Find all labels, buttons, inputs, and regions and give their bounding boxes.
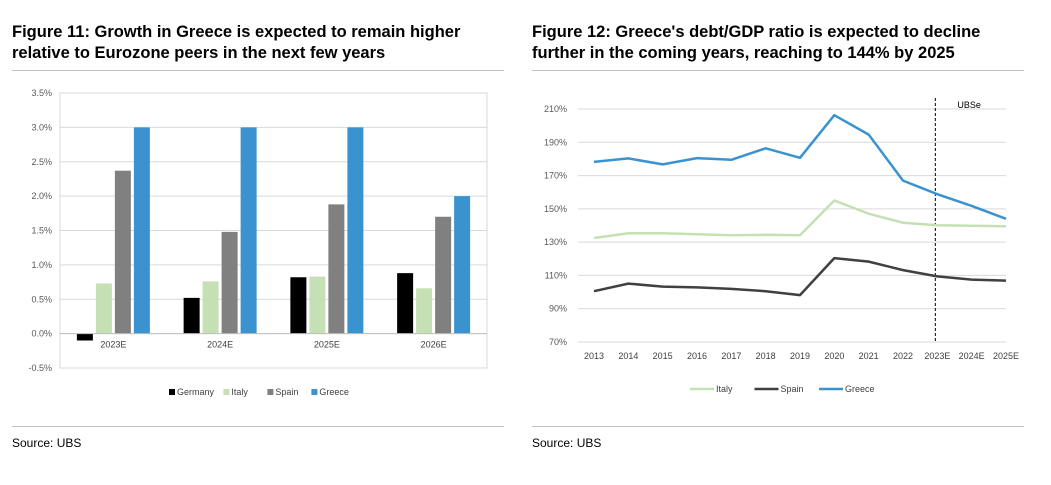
y-tick-label: 190% bbox=[544, 137, 567, 147]
y-tick-label: 3.5% bbox=[31, 88, 52, 98]
x-tick-label: 2019 bbox=[790, 351, 810, 361]
y-tick-label: 210% bbox=[544, 104, 567, 114]
legend-swatch-greece bbox=[311, 389, 318, 395]
figure-12-title-divider bbox=[532, 70, 1024, 71]
legend-label-germany: Germany bbox=[177, 387, 215, 397]
series-line-spain bbox=[593, 256, 1007, 297]
legend-swatch-germany bbox=[169, 389, 175, 395]
bar-greece-2025e bbox=[347, 127, 364, 334]
series-line-italy bbox=[593, 199, 1007, 240]
legend-label-italy: Italy bbox=[231, 387, 248, 397]
figure-12-source-divider bbox=[532, 426, 1024, 427]
bar-germany-2024e bbox=[183, 297, 200, 334]
bar-italy-2023e bbox=[95, 283, 112, 334]
x-tick-label: 2013 bbox=[584, 351, 604, 361]
figure-12-source: Source: UBS bbox=[532, 436, 602, 450]
x-tick-label: 2014 bbox=[618, 351, 638, 361]
y-tick-label: 0.5% bbox=[31, 294, 52, 304]
legend-label-spain: Spain bbox=[781, 384, 804, 394]
x-tick-label: 2017 bbox=[721, 351, 741, 361]
bar-germany-2025e bbox=[290, 277, 307, 334]
figure-11-source: Source: UBS bbox=[12, 436, 82, 450]
bar-spain-2023e bbox=[114, 170, 131, 334]
legend-swatch-italy bbox=[223, 389, 230, 395]
y-tick-label: 3.0% bbox=[31, 122, 52, 132]
x-tick-label: 2025E bbox=[314, 340, 340, 350]
bar-italy-2024e bbox=[202, 281, 219, 334]
bar-greece-2023e bbox=[133, 127, 150, 334]
y-tick-label: -0.5% bbox=[28, 363, 52, 373]
x-tick-label: 2023E bbox=[100, 340, 126, 350]
y-tick-label: 150% bbox=[544, 204, 567, 214]
y-tick-label: 2.5% bbox=[31, 157, 52, 167]
legend-label-greece: Greece bbox=[319, 387, 349, 397]
x-tick-label: 2024E bbox=[207, 340, 233, 350]
x-tick-label: 2018 bbox=[756, 351, 776, 361]
y-tick-label: 110% bbox=[545, 270, 567, 280]
bar-germany-2026e bbox=[397, 273, 414, 334]
y-tick-label: 130% bbox=[544, 237, 567, 247]
x-tick-label: 2023E bbox=[924, 351, 950, 361]
legend-swatch-spain bbox=[267, 389, 274, 395]
figure-12-line-chart: 70% 90% 110% 130% 150% 170% 190% 210% 2013 2014 20… bbox=[544, 98, 1019, 394]
x-tick-label: 2022 bbox=[893, 351, 913, 361]
x-tick-label: 2021 bbox=[859, 351, 879, 361]
bar-spain-2026e bbox=[435, 216, 452, 334]
legend-label-greece: Greece bbox=[845, 384, 875, 394]
y-tick-label: 1.0% bbox=[31, 260, 52, 270]
y-tick-label: 1.5% bbox=[31, 226, 52, 236]
bar-spain-2024e bbox=[221, 231, 238, 334]
series-line-greece bbox=[593, 113, 1007, 220]
figure-11-title: Figure 11: Growth in Greece is expected … bbox=[12, 23, 461, 62]
legend-label-italy: Italy bbox=[716, 384, 733, 394]
y-tick-label: 2.0% bbox=[31, 191, 52, 201]
bar-spain-2025e bbox=[328, 204, 345, 334]
bar-greece-2024e bbox=[240, 127, 257, 334]
bar-germany-2023e bbox=[76, 333, 93, 341]
legend-label-spain: Spain bbox=[275, 387, 298, 397]
figure-11-source-divider bbox=[12, 426, 504, 427]
y-tick-label: 170% bbox=[544, 171, 567, 181]
bar-italy-2026e bbox=[416, 288, 433, 334]
x-tick-label: 2026E bbox=[421, 340, 447, 350]
forecast-annotation: UBSe bbox=[957, 100, 981, 110]
y-tick-label: 70% bbox=[549, 337, 567, 347]
x-tick-label: 2016 bbox=[687, 351, 707, 361]
y-tick-label: 90% bbox=[549, 304, 567, 314]
x-tick-label: 2020 bbox=[824, 351, 844, 361]
bar-italy-2025e bbox=[309, 276, 326, 334]
figure-12-title: Figure 12: Greece's debt/GDP ratio is ex… bbox=[532, 23, 981, 62]
figure-11-bar-chart: -0.5% 0.0% 0.5% 1.0% 1.5% 2.0% 2.5% 3.0% 3.5% 202… bbox=[28, 88, 488, 397]
x-tick-label: 2024E bbox=[959, 351, 985, 361]
bar-greece-2026e bbox=[454, 196, 471, 334]
x-tick-label: 2025E bbox=[993, 351, 1019, 361]
figure-11-title-divider bbox=[12, 70, 504, 71]
y-tick-label: 0.0% bbox=[31, 329, 52, 339]
x-tick-label: 2015 bbox=[653, 351, 673, 361]
